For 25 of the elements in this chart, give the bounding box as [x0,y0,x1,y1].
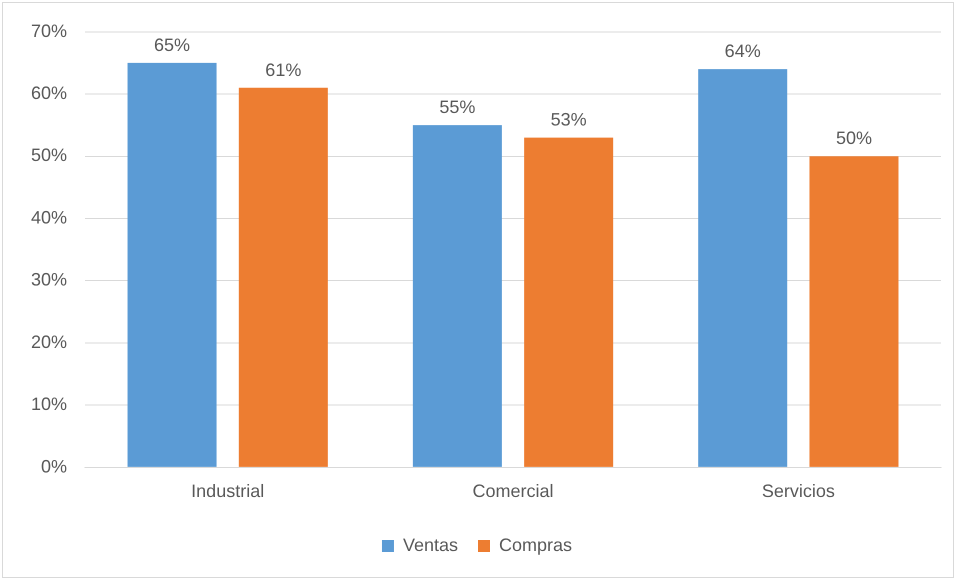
legend-label: Compras [499,534,572,555]
bar [698,69,788,467]
bar [238,88,328,467]
y-tick-label: 20% [30,332,68,352]
data-label: 64% [724,41,761,62]
x-tick-label: Servicios [762,481,835,502]
legend-label: Ventas [402,534,458,555]
data-label: 50% [836,128,872,148]
data-label: 53% [550,110,587,130]
y-tick-label: 0% [41,456,68,476]
y-tick-label: 60% [30,82,68,103]
y-tick-label: 70% [30,20,68,41]
x-tick-label: Industrial [191,481,264,502]
y-tick-label: 30% [30,270,68,290]
data-label: 61% [265,60,302,80]
x-tick-label: Comercial [472,481,554,502]
bar [809,156,898,467]
data-label: 65% [154,34,190,55]
bar [412,125,502,467]
y-tick-label: 10% [30,394,68,414]
bar [128,62,217,467]
y-tick-label: 50% [30,145,68,166]
bar [524,138,614,467]
data-label: 55% [439,97,476,118]
y-tick-label: 40% [30,207,68,228]
